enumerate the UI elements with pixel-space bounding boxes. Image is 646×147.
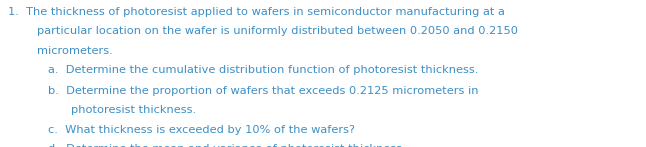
Text: particular location on the wafer is uniformly distributed between 0.2050 and 0.2: particular location on the wafer is unif… — [37, 26, 519, 36]
Text: 1.  The thickness of photoresist applied to wafers in semiconductor manufacturin: 1. The thickness of photoresist applied … — [8, 7, 505, 17]
Text: micrometers.: micrometers. — [37, 46, 113, 56]
Text: a.  Determine the cumulative distribution function of photoresist thickness.: a. Determine the cumulative distribution… — [48, 65, 479, 75]
Text: photoresist thickness.: photoresist thickness. — [71, 105, 196, 115]
Text: d.  Determine the mean and variance of photoresist thickness.: d. Determine the mean and variance of ph… — [48, 144, 406, 147]
Text: b.  Determine the proportion of wafers that exceeds 0.2125 micrometers in: b. Determine the proportion of wafers th… — [48, 86, 479, 96]
Text: c.  What thickness is exceeded by 10% of the wafers?: c. What thickness is exceeded by 10% of … — [48, 125, 355, 135]
